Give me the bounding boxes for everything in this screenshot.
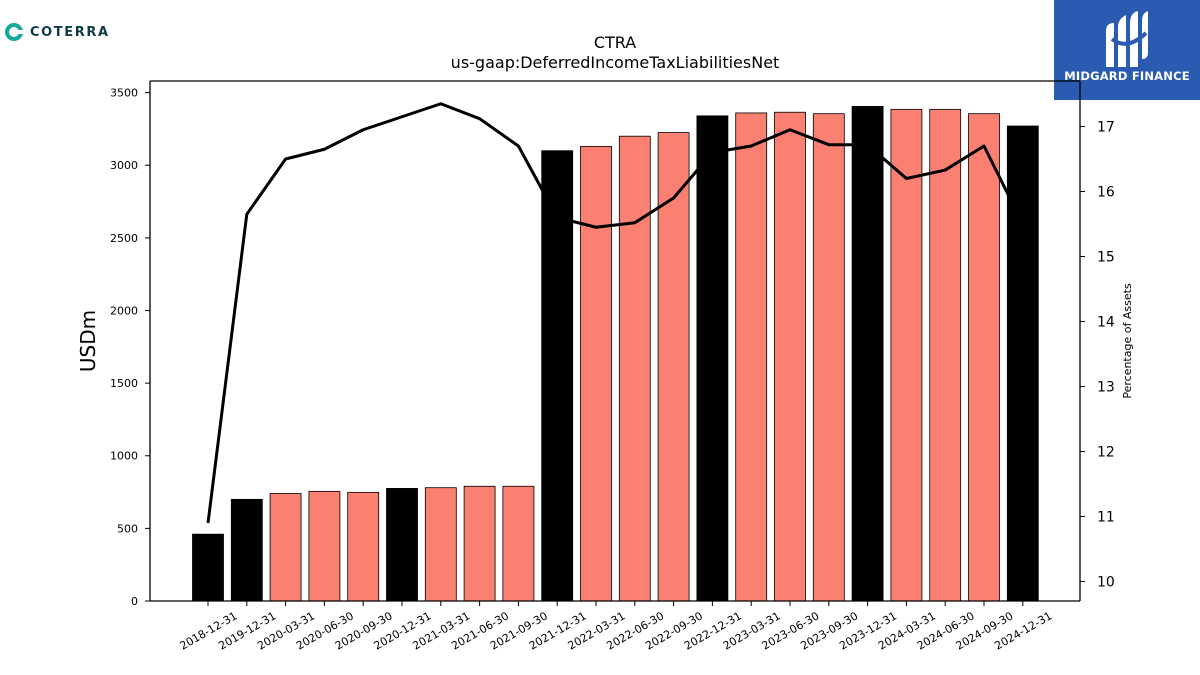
y-tick-label: 2500 [110,232,138,245]
bar-2024-06-30 [929,108,962,602]
bar-series [192,106,1039,602]
bar-2024-03-31 [890,108,923,602]
y2-tick-label: 14 [1097,315,1115,331]
bar-2022-03-31 [580,145,612,602]
midgard-logo-icon [1106,11,1148,67]
line-series [206,102,1025,524]
y2-tick-label: 12 [1097,445,1115,461]
bar-2021-06-30 [463,485,496,602]
bar-2023-03-31 [735,112,768,602]
y2-tick-label: 16 [1097,185,1115,201]
y2-tick-label: 17 [1097,120,1115,136]
bar-2020-03-31 [269,493,302,602]
coterra-logo-icon [5,23,24,41]
bar-2023-12-31 [851,106,884,602]
bar-2021-09-30 [502,485,535,602]
bar-2021-12-31 [541,150,574,602]
chart-title: CTRA [594,33,636,52]
y-tick-label: 3500 [110,87,138,100]
y-tick-label: 0 [131,595,138,608]
bar-2023-09-30 [812,113,845,602]
bar-2022-12-31 [696,115,729,602]
bar-2018-12-31 [192,533,224,602]
y-tick-label: 1000 [110,450,138,463]
chart-subtitle: us-gaap:DeferredIncomeTaxLiabilitiesNet [451,53,780,72]
coterra-logo-text: COTERRA [30,24,110,40]
midgard-logo-text: MIDGARD FINANCE [1064,69,1190,83]
y2-tick-label: 13 [1097,380,1115,396]
bar-2024-12-31 [1006,125,1039,602]
bar-2020-09-30 [347,491,380,602]
line-percentage-of-assets [206,102,1025,524]
bar-2019-12-31 [230,498,263,602]
y-tick-label: 2000 [110,304,138,317]
bar-2021-03-31 [424,487,457,602]
y-tick-label: 1500 [110,377,138,390]
y-tick-label: 500 [117,522,138,535]
y2-axis-label: Percentage of Assets [1121,283,1134,399]
bar-2022-09-30 [657,132,690,602]
y2-tick-label: 15 [1097,250,1115,266]
bar-2022-06-30 [618,135,651,602]
bar-2020-06-30 [308,490,341,602]
bar-2024-09-30 [968,113,1000,602]
y2-tick-label: 10 [1097,575,1115,591]
y-axis-label: USDm [76,310,100,372]
midgard-finance-logo: MIDGARD FINANCE [1054,0,1200,100]
bar-2023-06-30 [774,111,806,602]
y-tick-label: 3000 [110,159,138,172]
y2-tick-label: 11 [1097,510,1115,526]
bar-2020-12-31 [386,488,418,602]
coterra-logo: COTERRA [4,22,110,42]
